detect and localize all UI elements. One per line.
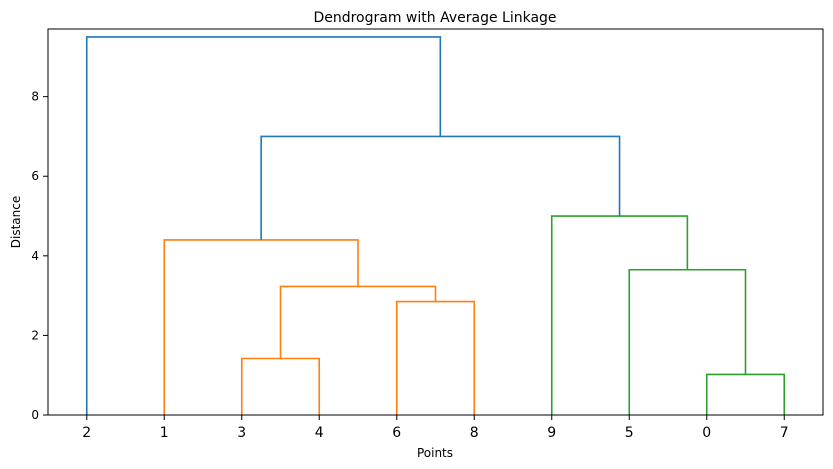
dendrogram-link-7 xyxy=(260,135,621,240)
dendrogram-link-5 xyxy=(628,268,747,415)
chart-title: Dendrogram with Average Linkage xyxy=(313,10,556,26)
leaf-label-6: 9 xyxy=(547,425,556,441)
dendrogram-link-1 xyxy=(395,300,476,415)
dendrogram-link-2 xyxy=(279,285,437,359)
x-axis-label: Points xyxy=(417,446,453,460)
leaf-label-5: 8 xyxy=(470,425,479,441)
leaf-label-4: 6 xyxy=(392,425,401,441)
leaf-label-2: 3 xyxy=(237,425,246,441)
dendrogram-link-3 xyxy=(163,239,359,415)
dendrogram-link-0 xyxy=(240,357,321,415)
dendrogram-link-6 xyxy=(550,215,689,415)
y-tick-label-1: 2 xyxy=(31,328,39,342)
dendrogram-links xyxy=(85,36,786,415)
leaf-label-7: 5 xyxy=(625,425,634,441)
leaf-label-9: 7 xyxy=(780,425,789,441)
y-tick-label-4: 8 xyxy=(31,90,39,104)
x-axis: 2 1 3 4 6 8 9 5 0 7 xyxy=(82,415,789,441)
y-tick-label-0: 0 xyxy=(31,408,39,422)
dendrogram-link-8 xyxy=(85,36,442,415)
y-axis: 0 2 4 6 8 xyxy=(31,90,48,422)
y-tick-label-3: 6 xyxy=(31,169,39,183)
leaf-label-8: 0 xyxy=(702,425,711,441)
leaf-label-1: 1 xyxy=(160,425,169,441)
leaf-label-0: 2 xyxy=(82,425,91,441)
y-tick-label-2: 4 xyxy=(31,249,39,263)
dendrogram-link-4 xyxy=(705,373,786,415)
plot-frame xyxy=(47,28,824,416)
y-axis-label: Distance xyxy=(9,196,23,248)
leaf-label-3: 4 xyxy=(315,425,324,441)
